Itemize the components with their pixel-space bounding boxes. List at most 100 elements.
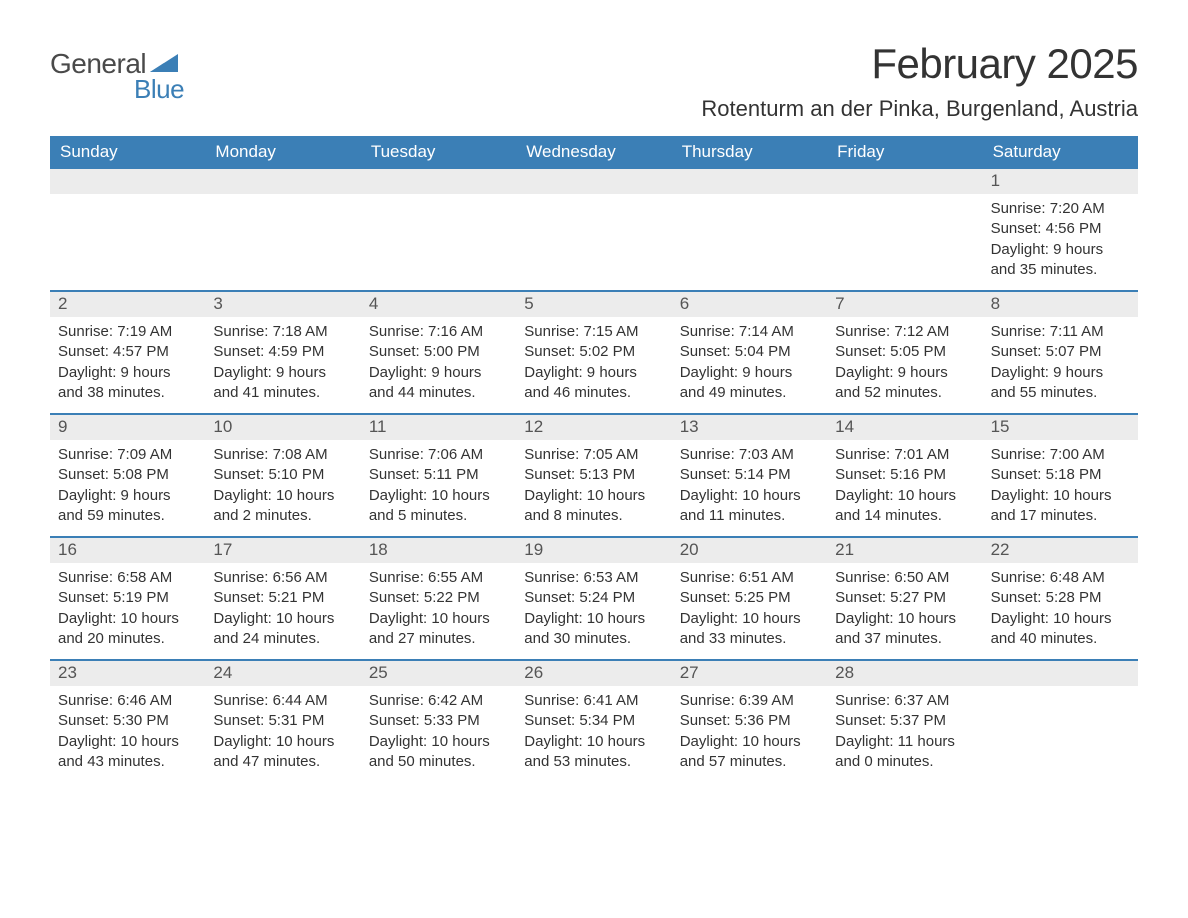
day-cell: 19Sunrise: 6:53 AMSunset: 5:24 PMDayligh… <box>516 538 671 659</box>
sunrise-text: Sunrise: 6:39 AM <box>680 691 819 711</box>
sunrise-text: Sunrise: 7:06 AM <box>369 445 508 465</box>
sunrise-text: Sunrise: 7:09 AM <box>58 445 197 465</box>
day-cell: 24Sunrise: 6:44 AMSunset: 5:31 PMDayligh… <box>205 661 360 782</box>
day-number: 28 <box>827 661 982 686</box>
sunset-text: Sunset: 5:30 PM <box>58 711 197 731</box>
sunset-text: Sunset: 5:34 PM <box>524 711 663 731</box>
day-cell: 13 Sunrise: 7:03 AMSunset: 5:14 PMDayligh… <box>672 415 827 536</box>
day-body: Sunrise: 6:51 AMSunset: 5:25 PMDaylight:… <box>672 563 827 659</box>
day-number: 17 <box>205 538 360 563</box>
day-number: 6 <box>672 292 827 317</box>
weeks-container: 1Sunrise: 7:20 AMSunset: 4:56 PMDaylight… <box>50 169 1138 782</box>
sunrise-text: Sunrise: 6:42 AM <box>369 691 508 711</box>
day-body: Sunrise: 6:58 AMSunset: 5:19 PMDaylight:… <box>50 563 205 659</box>
day-cell: 10Sunrise: 7:08 AMSunset: 5:10 PMDayligh… <box>205 415 360 536</box>
day-body <box>983 686 1138 701</box>
sunset-text: Sunset: 5:11 PM <box>369 465 508 485</box>
sunset-text: Sunset: 5:25 PM <box>680 588 819 608</box>
daylight-text: Daylight: 9 hours and 55 minutes. <box>991 363 1130 404</box>
day-number: 20 <box>672 538 827 563</box>
day-cell: 6Sunrise: 7:14 AMSunset: 5:04 PMDaylight… <box>672 292 827 413</box>
sunset-text: Sunset: 4:57 PM <box>58 342 197 362</box>
day-body: Sunrise: 7:00 AMSunset: 5:18 PMDaylight:… <box>983 440 1138 536</box>
daylight-text: Daylight: 10 hours and 11 minutes. <box>680 486 819 527</box>
day-number <box>50 169 205 194</box>
sunrise-text: Sunrise: 7:03 AM <box>680 445 819 465</box>
daylight-text: Daylight: 10 hours and 14 minutes. <box>835 486 974 527</box>
day-number: 14 <box>827 415 982 440</box>
day-number: 11 <box>361 415 516 440</box>
day-cell <box>361 169 516 290</box>
sunset-text: Sunset: 4:59 PM <box>213 342 352 362</box>
daylight-text: Daylight: 9 hours and 38 minutes. <box>58 363 197 404</box>
day-cell <box>827 169 982 290</box>
sunrise-text: Sunrise: 6:44 AM <box>213 691 352 711</box>
day-number <box>361 169 516 194</box>
day-cell: 15Sunrise: 7:00 AMSunset: 5:18 PMDayligh… <box>983 415 1138 536</box>
day-cell <box>672 169 827 290</box>
sunset-text: Sunset: 5:31 PM <box>213 711 352 731</box>
brand-part2: Blue <box>134 74 184 105</box>
month-title: February 2025 <box>701 40 1138 88</box>
day-number: 19 <box>516 538 671 563</box>
day-body: Sunrise: 6:39 AMSunset: 5:36 PMDaylight:… <box>672 686 827 782</box>
weekday-header: Sunday <box>50 136 205 169</box>
sunset-text: Sunset: 5:10 PM <box>213 465 352 485</box>
day-cell: 28Sunrise: 6:37 AMSunset: 5:37 PMDayligh… <box>827 661 982 782</box>
day-cell <box>50 169 205 290</box>
daylight-text: Daylight: 10 hours and 43 minutes. <box>58 732 197 773</box>
daylight-text: Daylight: 9 hours and 41 minutes. <box>213 363 352 404</box>
day-body: Sunrise: 7:18 AMSunset: 4:59 PMDaylight:… <box>205 317 360 413</box>
daylight-text: Daylight: 9 hours and 52 minutes. <box>835 363 974 404</box>
sunset-text: Sunset: 5:04 PM <box>680 342 819 362</box>
brand-triangle-icon <box>150 52 178 77</box>
day-number: 21 <box>827 538 982 563</box>
day-cell: 25Sunrise: 6:42 AMSunset: 5:33 PMDayligh… <box>361 661 516 782</box>
day-cell: 5Sunrise: 7:15 AMSunset: 5:02 PMDaylight… <box>516 292 671 413</box>
sunset-text: Sunset: 5:16 PM <box>835 465 974 485</box>
day-body: Sunrise: 6:53 AMSunset: 5:24 PMDaylight:… <box>516 563 671 659</box>
day-number: 24 <box>205 661 360 686</box>
day-body: Sunrise: 6:37 AMSunset: 5:37 PMDaylight:… <box>827 686 982 782</box>
day-cell: 4Sunrise: 7:16 AMSunset: 5:00 PMDaylight… <box>361 292 516 413</box>
day-body: Sunrise: 7:09 AMSunset: 5:08 PMDaylight:… <box>50 440 205 536</box>
day-body: Sunrise: 6:55 AMSunset: 5:22 PMDaylight:… <box>361 563 516 659</box>
week-row: 16Sunrise: 6:58 AMSunset: 5:19 PMDayligh… <box>50 536 1138 659</box>
daylight-text: Daylight: 9 hours and 49 minutes. <box>680 363 819 404</box>
weekday-header: Wednesday <box>516 136 671 169</box>
sunset-text: Sunset: 5:14 PM <box>680 465 819 485</box>
day-number: 4 <box>361 292 516 317</box>
sunrise-text: Sunrise: 7:19 AM <box>58 322 197 342</box>
day-body: Sunrise: 7:19 AMSunset: 4:57 PMDaylight:… <box>50 317 205 413</box>
weekday-header: Friday <box>827 136 982 169</box>
sunrise-text: Sunrise: 7:15 AM <box>524 322 663 342</box>
sunrise-text: Sunrise: 7:18 AM <box>213 322 352 342</box>
sunrise-text: Sunrise: 6:46 AM <box>58 691 197 711</box>
weekday-header: Monday <box>205 136 360 169</box>
day-body: Sunrise: 6:41 AMSunset: 5:34 PMDaylight:… <box>516 686 671 782</box>
sunset-text: Sunset: 5:24 PM <box>524 588 663 608</box>
day-cell: 11Sunrise: 7:06 AMSunset: 5:11 PMDayligh… <box>361 415 516 536</box>
day-body: Sunrise: 6:48 AMSunset: 5:28 PMDaylight:… <box>983 563 1138 659</box>
daylight-text: Daylight: 10 hours and 50 minutes. <box>369 732 508 773</box>
day-number: 7 <box>827 292 982 317</box>
week-row: 9Sunrise: 7:09 AMSunset: 5:08 PMDaylight… <box>50 413 1138 536</box>
sunrise-text: Sunrise: 6:58 AM <box>58 568 197 588</box>
day-number: 16 <box>50 538 205 563</box>
day-body <box>205 194 360 209</box>
header: General Blue February 2025 Rotenturm an … <box>50 40 1138 122</box>
day-cell <box>516 169 671 290</box>
day-number: 13 <box>672 415 827 440</box>
title-block: February 2025 Rotenturm an der Pinka, Bu… <box>701 40 1138 122</box>
week-row: 2Sunrise: 7:19 AMSunset: 4:57 PMDaylight… <box>50 290 1138 413</box>
day-body <box>516 194 671 209</box>
day-body: Sunrise: 7:08 AMSunset: 5:10 PMDaylight:… <box>205 440 360 536</box>
sunrise-text: Sunrise: 6:37 AM <box>835 691 974 711</box>
sunrise-text: Sunrise: 6:55 AM <box>369 568 508 588</box>
day-cell: 8Sunrise: 7:11 AMSunset: 5:07 PMDaylight… <box>983 292 1138 413</box>
sunset-text: Sunset: 5:02 PM <box>524 342 663 362</box>
sunset-text: Sunset: 5:07 PM <box>991 342 1130 362</box>
sunrise-text: Sunrise: 6:53 AM <box>524 568 663 588</box>
day-number: 15 <box>983 415 1138 440</box>
daylight-text: Daylight: 10 hours and 30 minutes. <box>524 609 663 650</box>
